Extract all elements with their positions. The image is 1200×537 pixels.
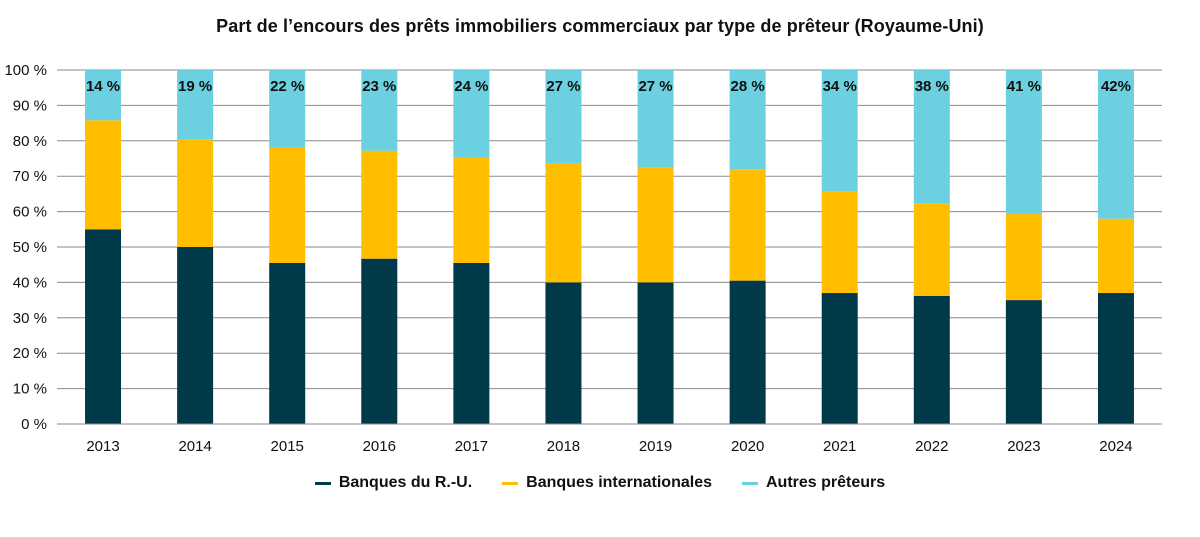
bar-segment	[545, 282, 582, 424]
bar-segment	[361, 150, 398, 259]
y-tick-label: 100 %	[4, 62, 47, 79]
bar-segment	[361, 258, 398, 424]
x-tick-label: 2016	[363, 438, 396, 455]
bar-segment	[821, 191, 858, 294]
y-tick-label: 60 %	[13, 204, 47, 221]
x-tick-label: 2024	[1099, 438, 1132, 455]
data-label: 22 %	[270, 78, 304, 95]
bar-segment	[821, 293, 858, 424]
bar-segment	[1097, 218, 1134, 294]
data-label: 38 %	[915, 78, 949, 95]
bar-segment	[729, 169, 766, 281]
x-tick-label: 2017	[455, 438, 488, 455]
y-tick-label: 50 %	[13, 239, 47, 256]
data-label: 34 %	[823, 78, 857, 95]
legend-item-international-banks: Banques internationales	[502, 474, 712, 492]
x-tick-label: 2021	[823, 438, 856, 455]
bar-segment	[545, 70, 582, 164]
legend-label-international-banks: Banques internationales	[526, 474, 712, 491]
bar-segment	[729, 70, 766, 170]
x-tick-label: 2013	[86, 438, 119, 455]
data-label: 28 %	[731, 78, 765, 95]
bar-segment	[913, 295, 950, 424]
bar-segment	[637, 167, 674, 283]
y-tick-label: 70 %	[13, 168, 47, 185]
bar-segment	[453, 262, 490, 424]
bar-segment	[637, 70, 674, 168]
bar-segment	[269, 70, 306, 148]
chart-title: Part de l’encours des prêts immobiliers …	[216, 16, 984, 36]
data-label: 27 %	[546, 78, 580, 95]
bar-segment	[85, 229, 122, 424]
legend-item-other-lenders: Autres prêteurs	[742, 474, 885, 492]
data-label: 19 %	[178, 78, 212, 95]
chart-legend: Banques du R.-U. Banques internationales…	[0, 474, 1200, 492]
y-tick-label: 0 %	[21, 416, 47, 433]
bar-segment	[1097, 293, 1134, 424]
y-tick-label: 90 %	[13, 97, 47, 114]
bar-segment	[1005, 300, 1042, 424]
bar-segment	[1005, 70, 1042, 215]
y-tick-label: 40 %	[13, 274, 47, 291]
legend-label-other-lenders: Autres prêteurs	[766, 474, 886, 491]
bar-segment	[1005, 214, 1042, 301]
bar-segment	[269, 147, 306, 263]
legend-swatch-other-lenders	[742, 481, 758, 485]
x-tick-label: 2019	[639, 438, 672, 455]
bar-segment	[85, 70, 122, 121]
legend-item-uk-banks: Banques du R.-U.	[314, 474, 473, 492]
bar-segment	[453, 157, 490, 263]
x-tick-label: 2014	[178, 438, 211, 455]
bar-segment	[913, 70, 950, 204]
bar-segment	[913, 203, 950, 296]
legend-swatch-international-banks	[502, 481, 519, 485]
bar-segment	[729, 280, 766, 424]
bar-segment	[177, 70, 214, 140]
bar-segment	[177, 139, 214, 247]
legend-swatch-uk-banks	[314, 481, 331, 485]
data-label: 41 %	[1007, 78, 1041, 95]
data-label: 42%	[1101, 78, 1131, 95]
bar-segment	[361, 70, 398, 151]
bar-segment	[545, 163, 582, 283]
data-label: 24 %	[454, 78, 488, 95]
y-tick-label: 80 %	[13, 133, 47, 150]
x-tick-label: 2018	[547, 438, 580, 455]
y-tick-label: 30 %	[13, 310, 47, 327]
data-label: 23 %	[362, 78, 396, 95]
bar-segment	[637, 282, 674, 424]
bar-segment	[177, 247, 214, 424]
bar-segment	[453, 70, 490, 158]
legend-label-uk-banks: Banques du R.-U.	[338, 474, 473, 491]
x-tick-label: 2020	[731, 438, 764, 455]
data-label: 27 %	[638, 78, 672, 95]
y-tick-label: 20 %	[13, 345, 47, 362]
data-label: 14 %	[86, 78, 120, 95]
bar-segment	[269, 262, 306, 424]
x-tick-label: 2015	[271, 438, 304, 455]
bar-segment	[85, 120, 122, 230]
y-tick-label: 10 %	[13, 381, 47, 398]
bar-segment	[1097, 70, 1134, 219]
x-tick-label: 2022	[915, 438, 948, 455]
x-tick-label: 2023	[1007, 438, 1040, 455]
bar-segment	[821, 70, 858, 192]
